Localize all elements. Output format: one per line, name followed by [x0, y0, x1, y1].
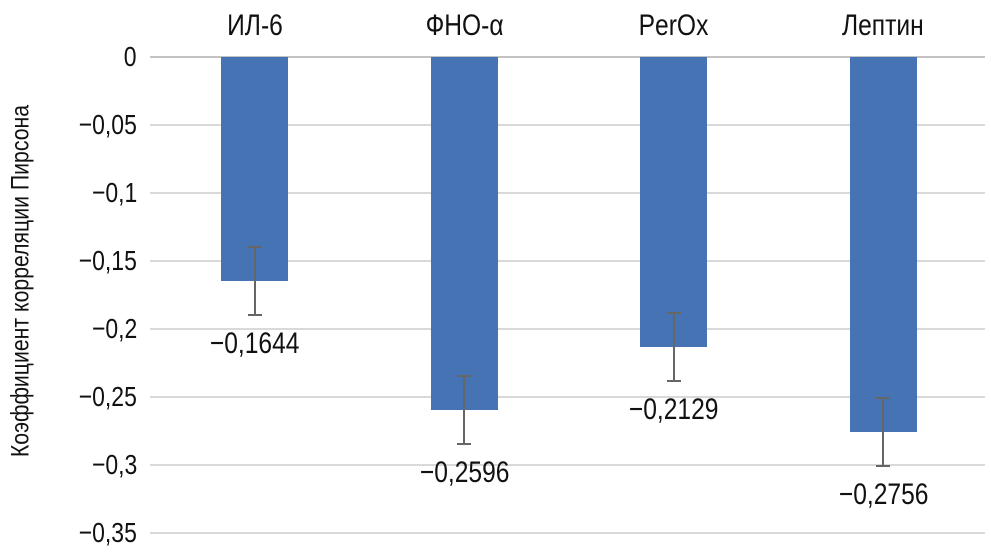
gridline [150, 192, 985, 194]
y-tick-label-text: −0,35 [78, 517, 137, 548]
y-tick-label: −0,3 [0, 448, 137, 482]
error-bar-cap-top [876, 396, 891, 399]
gridline [150, 328, 985, 330]
error-bar-line [672, 312, 675, 381]
error-bar-cap-bottom [247, 313, 262, 316]
y-tick-label-text: −0,25 [78, 381, 137, 412]
data-label: −0,2129 [564, 392, 784, 428]
zero-gridline [150, 56, 985, 58]
category-label-text: PerOx [638, 9, 709, 42]
y-tick-label: 0 [0, 40, 137, 74]
bar-3 [640, 57, 708, 347]
category-label-text: Лептин [842, 9, 925, 42]
data-label: −0,2596 [354, 455, 574, 491]
y-tick-label: −0,25 [0, 380, 137, 414]
y-tick-label: −0,2 [0, 312, 137, 346]
category-label-text: ИЛ-6 [226, 9, 283, 42]
error-bar-cap-bottom [666, 379, 681, 382]
y-tick-label-text: −0,15 [78, 245, 137, 276]
error-bar-line [253, 246, 256, 315]
data-label-text: −0,2756 [838, 477, 929, 511]
bar-2 [430, 57, 498, 411]
error-bar-line [882, 397, 885, 466]
y-tick-label: −0,1 [0, 176, 137, 210]
y-tick-label-text: −0,05 [78, 109, 137, 140]
y-tick-label-text: −0,2 [91, 313, 137, 344]
error-bar-cap-top [247, 245, 262, 248]
bar-1 [221, 57, 289, 281]
y-tick-label-text: 0 [124, 41, 137, 72]
category-label-text: ФНО-α [425, 9, 504, 42]
data-label-text: −0,2129 [628, 392, 719, 426]
gridline [150, 464, 985, 466]
error-bar-cap-top [666, 311, 681, 314]
gridline [150, 124, 985, 126]
data-label-text: −0,2596 [419, 456, 510, 490]
y-tick-label-text: −0,3 [91, 449, 137, 480]
bar-4 [849, 57, 917, 432]
gridline [150, 532, 985, 534]
error-bar-cap-bottom [457, 443, 472, 446]
category-label: ФНО-α [354, 6, 574, 46]
error-bar-cap-top [457, 375, 472, 378]
category-label: Лептин [773, 6, 991, 46]
data-label-text: −0,1644 [209, 326, 300, 360]
data-label: −0,2756 [773, 477, 991, 513]
data-label: −0,1644 [145, 326, 365, 362]
error-bar-cap-bottom [876, 464, 891, 467]
y-tick-label: −0,05 [0, 108, 137, 142]
y-tick-label: −0,35 [0, 516, 137, 550]
gridline [150, 260, 985, 262]
error-bar-line [463, 376, 466, 445]
category-label: PerOx [564, 6, 784, 46]
gridline [150, 396, 985, 398]
y-tick-label: −0,15 [0, 244, 137, 278]
y-tick-label-text: −0,1 [91, 177, 137, 208]
category-label: ИЛ-6 [145, 6, 365, 46]
